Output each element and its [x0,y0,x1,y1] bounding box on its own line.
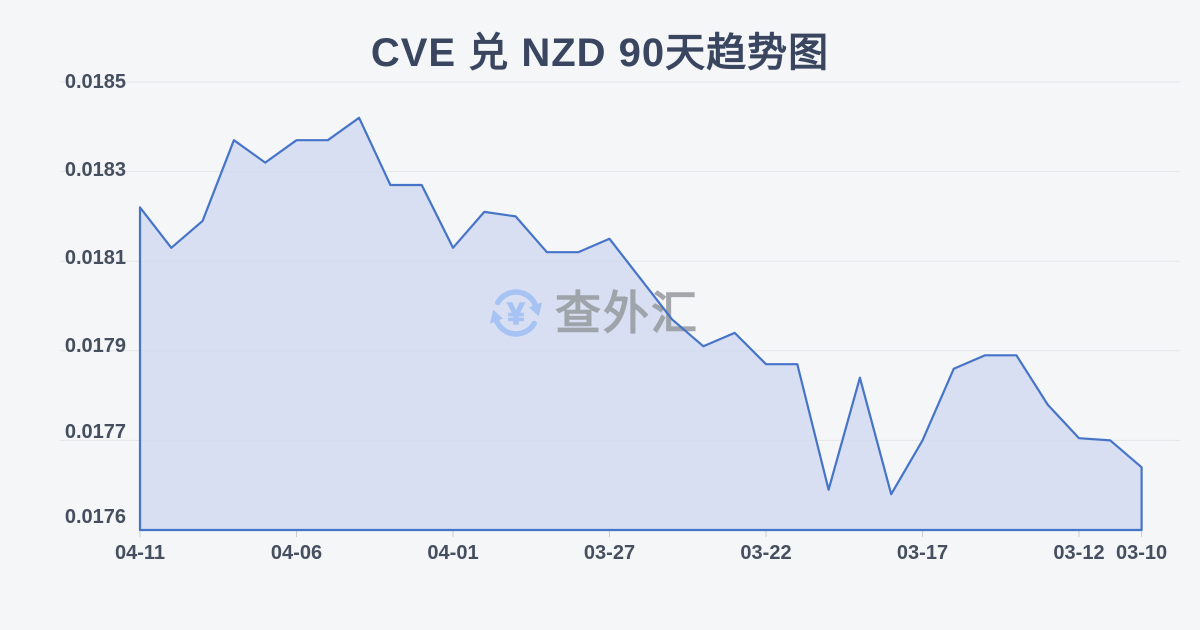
x-axis-label: 03-27 [583,542,636,564]
chart-title: CVE 兑 NZD 90天趋势图 [370,31,830,75]
x-axis-label: 04-11 [114,542,166,564]
x-axis-label: 03-12 [1053,542,1105,564]
price-line [138,116,1143,532]
y-axis-label: 0.0183 [64,159,126,181]
x-axis-label: 03-10 [1116,542,1168,564]
x-axis-label: 03-17 [896,542,949,564]
currency-exchange-icon: ¥ [489,289,543,337]
x-axis-label: 04-01 [427,542,479,564]
y-axis-label: 0.0181 [64,247,126,269]
watermark-text: 查外汇 [555,287,699,339]
x-axis-label: 04-06 [270,542,323,564]
y-axis-label: 0.0179 [64,335,126,357]
svg-text:¥: ¥ [507,296,525,331]
y-axis-label: 0.0176 [64,506,126,528]
y-axis-label: 0.0185 [64,71,126,93]
watermark: ¥ 查外汇 [487,284,699,342]
area-fill [140,117,1142,531]
x-axis-label: 03-22 [740,542,792,564]
y-axis-label: 0.0177 [64,421,126,443]
